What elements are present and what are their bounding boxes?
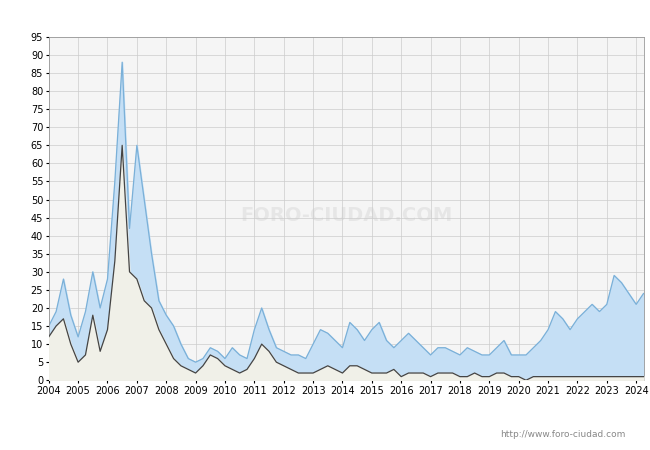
Text: http://www.foro-ciudad.com: http://www.foro-ciudad.com: [500, 430, 626, 439]
Text: FORO-CIUDAD.COM: FORO-CIUDAD.COM: [240, 206, 452, 225]
Text: Pedro Muñoz - Evolucion del Nº de Transacciones Inmobiliarias: Pedro Muñoz - Evolucion del Nº de Transa…: [96, 9, 554, 24]
